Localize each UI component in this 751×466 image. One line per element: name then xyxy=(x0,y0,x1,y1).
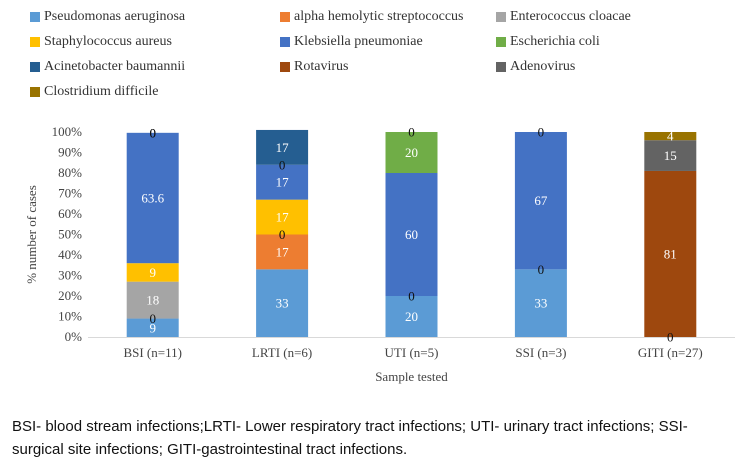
legend-item: Staphylococcus aureus xyxy=(30,33,280,51)
data-label: 4 xyxy=(667,129,674,144)
stacked-bar-chart: 0%10%20%30%40%50%60%70%80%90%100%9018963… xyxy=(24,124,735,384)
bar-segment xyxy=(644,140,697,171)
legend-label: Clostridium difficile xyxy=(44,84,159,99)
y-tick-label: 50% xyxy=(58,227,82,242)
bar-segment xyxy=(514,132,567,270)
legend-swatch xyxy=(280,37,290,47)
data-label: 9 xyxy=(149,265,156,280)
legend-swatch xyxy=(30,87,40,97)
legend-item: Acinetobacter baumannii xyxy=(30,58,280,76)
legend-item: Rotavirus xyxy=(280,58,496,76)
data-label: 15 xyxy=(664,148,677,163)
y-tick-label: 40% xyxy=(58,247,82,262)
y-tick-label: 10% xyxy=(58,309,82,324)
x-tick-label: SSI (n=3) xyxy=(515,345,566,360)
y-tick-label: 30% xyxy=(58,268,82,283)
bar-segment xyxy=(256,199,309,235)
legend-swatch xyxy=(30,37,40,47)
legend-swatch xyxy=(496,12,506,22)
legend-swatch xyxy=(280,62,290,72)
bar-segment xyxy=(126,132,179,264)
bar-segment xyxy=(644,132,697,141)
legend-item: Enterococcus cloacae xyxy=(496,8,716,26)
y-tick-label: 0% xyxy=(65,329,83,344)
legend-swatch xyxy=(496,62,506,72)
data-label: 17 xyxy=(276,244,290,259)
legend-label: Pseudomonas aeruginosa xyxy=(44,9,186,24)
data-label: 63.6 xyxy=(141,191,164,206)
bar-segment xyxy=(514,269,567,337)
data-label: 60 xyxy=(405,227,418,242)
data-label: 20 xyxy=(405,145,418,160)
data-label: 0 xyxy=(408,289,415,304)
legend-label: Acinetobacter baumannii xyxy=(44,59,186,74)
bar-segment xyxy=(385,173,438,296)
y-tick-label: 90% xyxy=(58,145,82,160)
legend-swatch xyxy=(496,37,506,47)
legend-item: Pseudomonas aeruginosa xyxy=(30,8,280,26)
x-tick-label: BSI (n=11) xyxy=(123,345,182,360)
data-label: 0 xyxy=(279,227,286,242)
legend-label: Adenovirus xyxy=(510,59,576,74)
y-tick-label: 20% xyxy=(58,288,82,303)
chart-legend: Pseudomonas aeruginosa alpha hemolytic st… xyxy=(30,8,750,101)
y-tick-label: 100% xyxy=(52,124,83,139)
bar-segment xyxy=(644,170,697,337)
data-label: 0 xyxy=(667,330,674,345)
data-label: 0 xyxy=(279,157,286,172)
data-label: 18 xyxy=(146,293,159,308)
bar-segment xyxy=(256,269,309,337)
x-tick-label: GITI (n=27) xyxy=(638,345,703,360)
data-label: 17 xyxy=(276,140,290,155)
legend-item: Adenovirus xyxy=(496,58,716,76)
legend-label: Staphylococcus aureus xyxy=(44,34,172,49)
data-label: 0 xyxy=(538,262,545,277)
data-label: 17 xyxy=(276,175,290,190)
legend-item: Escherichia coli xyxy=(496,33,716,51)
bar-segment xyxy=(256,164,309,200)
legend-label: alpha hemolytic streptococcus xyxy=(294,9,464,24)
legend-item: Clostridium difficile xyxy=(30,83,280,101)
bar-segment xyxy=(385,132,438,173)
data-label: 17 xyxy=(276,210,290,225)
data-label: 33 xyxy=(276,296,289,311)
legend-label: Enterococcus cloacae xyxy=(510,9,631,24)
data-label: 0 xyxy=(149,311,156,326)
bar-segment xyxy=(126,281,179,319)
bar-segment xyxy=(126,263,179,282)
data-label: 0 xyxy=(149,125,156,140)
figure-caption: BSI- blood stream infections;LRTI- Lower… xyxy=(12,418,688,458)
data-label: 81 xyxy=(664,246,677,261)
x-axis-title: Sample tested xyxy=(375,369,448,384)
legend-label: Klebsiella pneumoniae xyxy=(294,34,423,49)
legend-item: Klebsiella pneumoniae xyxy=(280,33,496,51)
legend-label: Rotavirus xyxy=(294,59,349,74)
legend-item: alpha hemolytic streptococcus xyxy=(280,8,496,26)
bar-segment xyxy=(256,234,309,270)
data-label: 33 xyxy=(534,296,547,311)
legend-swatch xyxy=(280,12,290,22)
y-tick-label: 80% xyxy=(58,165,82,180)
data-label: 0 xyxy=(408,125,415,140)
y-axis-title: % number of cases xyxy=(24,185,39,284)
bar-segment xyxy=(256,129,309,165)
chart-figure: Pseudomonas aeruginosa alpha hemolytic st… xyxy=(24,8,750,384)
y-tick-label: 70% xyxy=(58,186,82,201)
legend-label: Escherichia coli xyxy=(510,34,600,49)
x-tick-label: UTI (n=5) xyxy=(385,345,439,360)
data-label: 20 xyxy=(405,309,418,324)
bar-segment xyxy=(385,296,438,337)
y-tick-label: 60% xyxy=(58,206,82,221)
data-label: 0 xyxy=(149,125,156,140)
data-label: 0 xyxy=(538,125,545,140)
legend-swatch xyxy=(30,62,40,72)
bar-segment xyxy=(126,318,179,337)
x-tick-label: LRTI (n=6) xyxy=(252,345,312,360)
data-label: 9 xyxy=(149,320,156,335)
data-label: 67 xyxy=(534,193,548,208)
legend-swatch xyxy=(30,12,40,22)
